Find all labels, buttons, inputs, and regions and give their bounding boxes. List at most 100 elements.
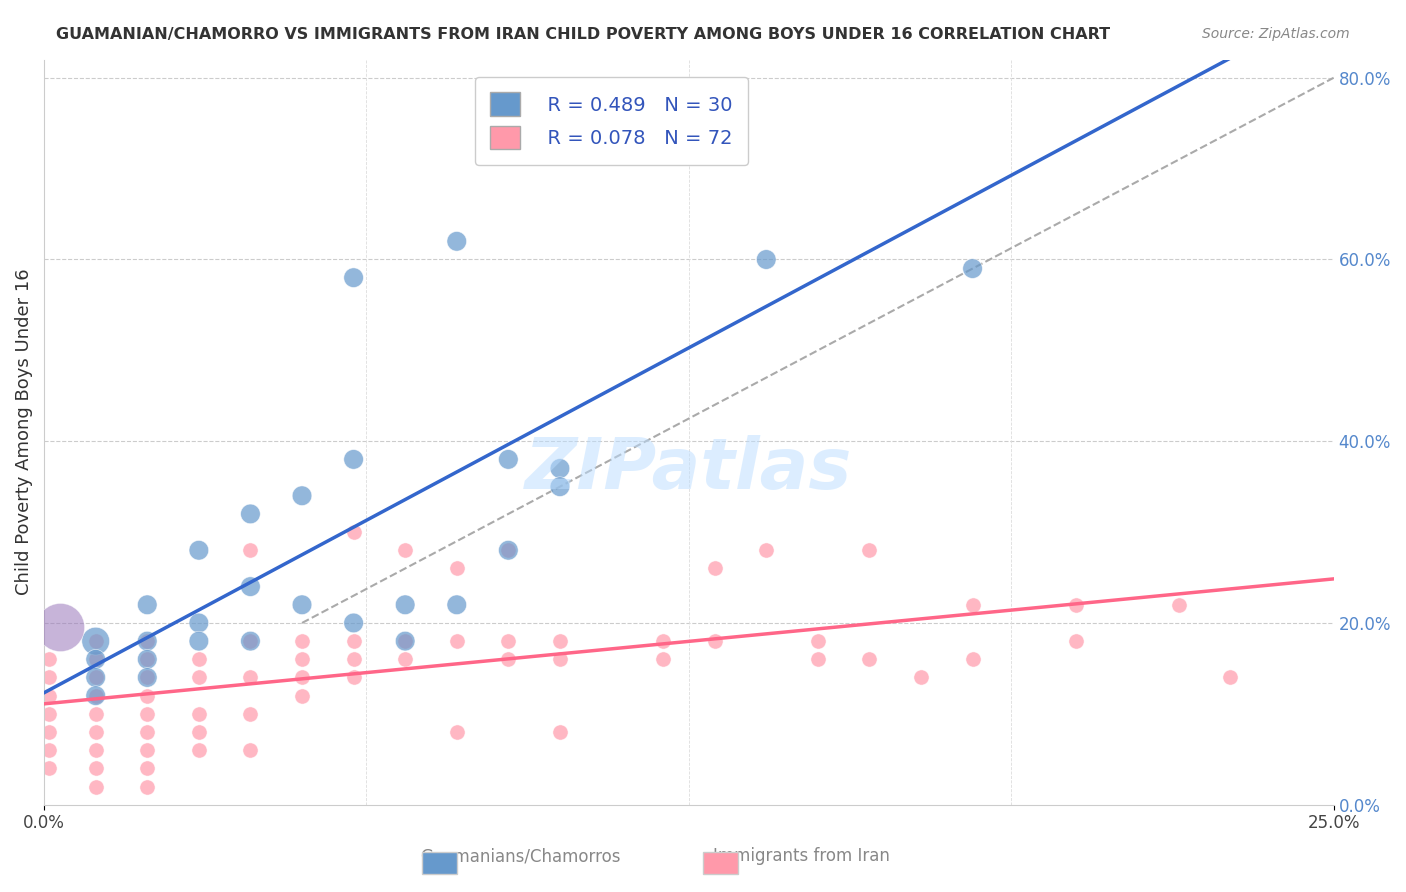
Point: [755, 252, 778, 267]
Point: [187, 725, 209, 739]
Point: [291, 598, 314, 612]
Point: [342, 270, 364, 285]
Point: [136, 780, 159, 794]
Point: [84, 634, 107, 648]
Point: [38, 706, 60, 721]
Point: [84, 652, 107, 666]
Point: [446, 598, 468, 612]
Text: Source: ZipAtlas.com: Source: ZipAtlas.com: [1202, 27, 1350, 41]
Point: [498, 634, 520, 648]
Point: [187, 670, 209, 684]
Point: [498, 543, 520, 558]
Point: [136, 652, 159, 666]
Text: ZIPatlas: ZIPatlas: [526, 435, 852, 504]
Point: [1167, 598, 1189, 612]
Point: [446, 725, 468, 739]
Text: GUAMANIAN/CHAMORRO VS IMMIGRANTS FROM IRAN CHILD POVERTY AMONG BOYS UNDER 16 COR: GUAMANIAN/CHAMORRO VS IMMIGRANTS FROM IR…: [56, 27, 1111, 42]
Point: [962, 598, 984, 612]
Point: [394, 598, 416, 612]
Point: [84, 706, 107, 721]
Point: [84, 634, 107, 648]
Point: [38, 670, 60, 684]
Point: [84, 652, 107, 666]
Point: [187, 706, 209, 721]
Point: [136, 652, 159, 666]
Point: [548, 634, 571, 648]
Point: [239, 743, 262, 757]
Point: [858, 652, 880, 666]
Point: [342, 670, 364, 684]
Point: [136, 743, 159, 757]
Point: [703, 634, 725, 648]
Point: [1064, 634, 1087, 648]
Point: [910, 670, 932, 684]
Point: [548, 480, 571, 494]
Point: [498, 543, 520, 558]
Point: [652, 144, 675, 158]
Point: [342, 652, 364, 666]
Point: [498, 452, 520, 467]
Point: [136, 706, 159, 721]
Point: [239, 580, 262, 594]
Text: Immigrants from Iran: Immigrants from Iran: [713, 847, 890, 865]
Text: Guamanians/Chamorros: Guamanians/Chamorros: [420, 847, 620, 865]
Point: [342, 634, 364, 648]
Point: [498, 652, 520, 666]
Point: [394, 634, 416, 648]
Point: [548, 652, 571, 666]
Point: [136, 670, 159, 684]
Point: [1219, 670, 1241, 684]
Point: [84, 780, 107, 794]
Point: [38, 652, 60, 666]
Point: [342, 615, 364, 630]
Point: [755, 543, 778, 558]
Point: [1064, 598, 1087, 612]
Point: [394, 652, 416, 666]
Point: [807, 634, 830, 648]
Point: [239, 507, 262, 521]
Point: [239, 670, 262, 684]
Point: [239, 634, 262, 648]
Point: [38, 689, 60, 703]
Point: [446, 561, 468, 575]
Point: [84, 670, 107, 684]
Point: [187, 634, 209, 648]
Point: [136, 634, 159, 648]
Legend:   R = 0.489   N = 30,   R = 0.078   N = 72: R = 0.489 N = 30, R = 0.078 N = 72: [475, 77, 748, 165]
Point: [38, 725, 60, 739]
Point: [548, 725, 571, 739]
Y-axis label: Child Poverty Among Boys Under 16: Child Poverty Among Boys Under 16: [15, 268, 32, 596]
Point: [342, 525, 364, 540]
Point: [38, 761, 60, 775]
Point: [136, 689, 159, 703]
Point: [187, 543, 209, 558]
Point: [291, 670, 314, 684]
Point: [394, 543, 416, 558]
Point: [136, 598, 159, 612]
Point: [84, 761, 107, 775]
Point: [342, 452, 364, 467]
Point: [38, 743, 60, 757]
Point: [291, 489, 314, 503]
Point: [446, 634, 468, 648]
Point: [187, 615, 209, 630]
Point: [239, 543, 262, 558]
Point: [858, 543, 880, 558]
Point: [187, 652, 209, 666]
Point: [239, 706, 262, 721]
Point: [239, 634, 262, 648]
Point: [136, 761, 159, 775]
Point: [84, 689, 107, 703]
Point: [652, 652, 675, 666]
Point: [187, 743, 209, 757]
Point: [291, 634, 314, 648]
Point: [136, 670, 159, 684]
Point: [84, 725, 107, 739]
Point: [291, 652, 314, 666]
Point: [807, 652, 830, 666]
Point: [48, 620, 70, 634]
Point: [962, 652, 984, 666]
Point: [962, 261, 984, 276]
Point: [394, 634, 416, 648]
Point: [84, 670, 107, 684]
